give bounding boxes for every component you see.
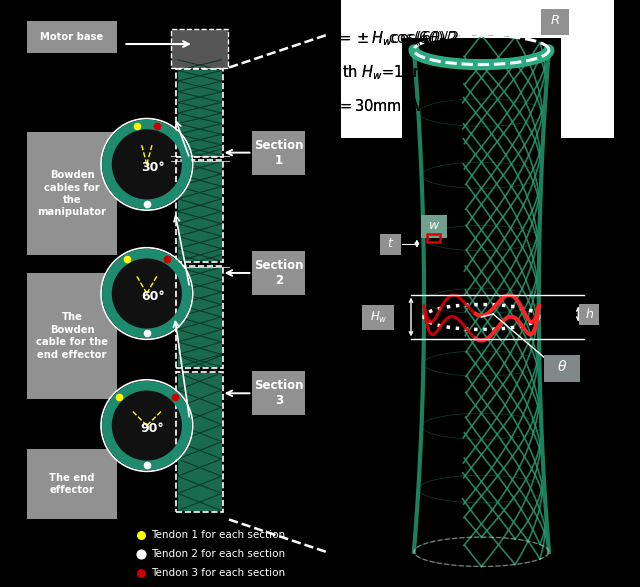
Text: Tendon 3 for each section: Tendon 3 for each section	[152, 568, 285, 578]
FancyBboxPatch shape	[362, 305, 394, 330]
FancyBboxPatch shape	[118, 0, 340, 587]
FancyBboxPatch shape	[320, 0, 614, 138]
Text: The end
effector: The end effector	[49, 473, 95, 495]
Text: $H_w$: $H_w$	[370, 309, 387, 325]
FancyBboxPatch shape	[544, 355, 580, 382]
Text: $R$: $R$	[550, 14, 561, 27]
FancyBboxPatch shape	[402, 38, 561, 564]
FancyBboxPatch shape	[178, 267, 221, 367]
FancyBboxPatch shape	[172, 29, 228, 68]
Text: Section
1: Section 1	[254, 139, 303, 167]
Circle shape	[124, 141, 170, 187]
FancyBboxPatch shape	[26, 132, 118, 255]
Text: Motor base: Motor base	[40, 32, 104, 42]
Text: $R = 30$mm, $N_w$=12.: $R = 30$mm, $N_w$=12.	[326, 97, 466, 116]
Text: $\theta$: $\theta$	[557, 359, 567, 375]
Circle shape	[124, 403, 170, 448]
FancyBboxPatch shape	[178, 373, 221, 511]
Text: 60°: 60°	[141, 290, 164, 303]
FancyBboxPatch shape	[253, 131, 305, 175]
Text: with $H_w$=12mm,: with $H_w$=12mm,	[326, 63, 445, 82]
Text: $t$: $t$	[387, 237, 394, 250]
FancyBboxPatch shape	[541, 9, 570, 35]
Text: Section
3: Section 3	[254, 379, 303, 407]
FancyBboxPatch shape	[178, 161, 221, 261]
FancyBboxPatch shape	[178, 70, 221, 156]
Text: $h$: $h$	[585, 307, 594, 321]
Text: Section
2: Section 2	[254, 259, 303, 287]
FancyBboxPatch shape	[253, 372, 305, 416]
Text: Tendon 1 for each section: Tendon 1 for each section	[152, 530, 285, 541]
FancyBboxPatch shape	[253, 251, 305, 295]
Circle shape	[101, 380, 193, 471]
Text: $h = \pm H_w\cos(6\theta)/2,$: $h = \pm H_w\cos(6\theta)/2,$	[326, 29, 464, 48]
Text: 30°: 30°	[141, 161, 164, 174]
Text: 90°: 90°	[141, 422, 164, 435]
FancyBboxPatch shape	[26, 273, 118, 399]
FancyBboxPatch shape	[579, 304, 600, 325]
Circle shape	[101, 119, 193, 210]
FancyBboxPatch shape	[26, 449, 118, 519]
Text: Tendon 2 for each section: Tendon 2 for each section	[152, 549, 285, 559]
Text: $R = 30$mm, $N_w$=12.: $R = 30$mm, $N_w$=12.	[326, 97, 466, 116]
Circle shape	[101, 248, 193, 339]
Circle shape	[124, 271, 170, 316]
Text: The
Bowden
cable for the
end effector: The Bowden cable for the end effector	[36, 312, 108, 360]
FancyBboxPatch shape	[380, 234, 401, 255]
FancyBboxPatch shape	[421, 215, 447, 238]
Text: $h = \pm H_w\!\cos(6\theta)/2,$: $h = \pm H_w\!\cos(6\theta)/2,$	[326, 29, 461, 48]
Text: $w$: $w$	[428, 220, 440, 232]
Text: Bowden
cables for
the
manipulator: Bowden cables for the manipulator	[38, 170, 106, 217]
Text: with $H_w$=12mm,: with $H_w$=12mm,	[326, 63, 445, 82]
FancyBboxPatch shape	[26, 21, 118, 53]
